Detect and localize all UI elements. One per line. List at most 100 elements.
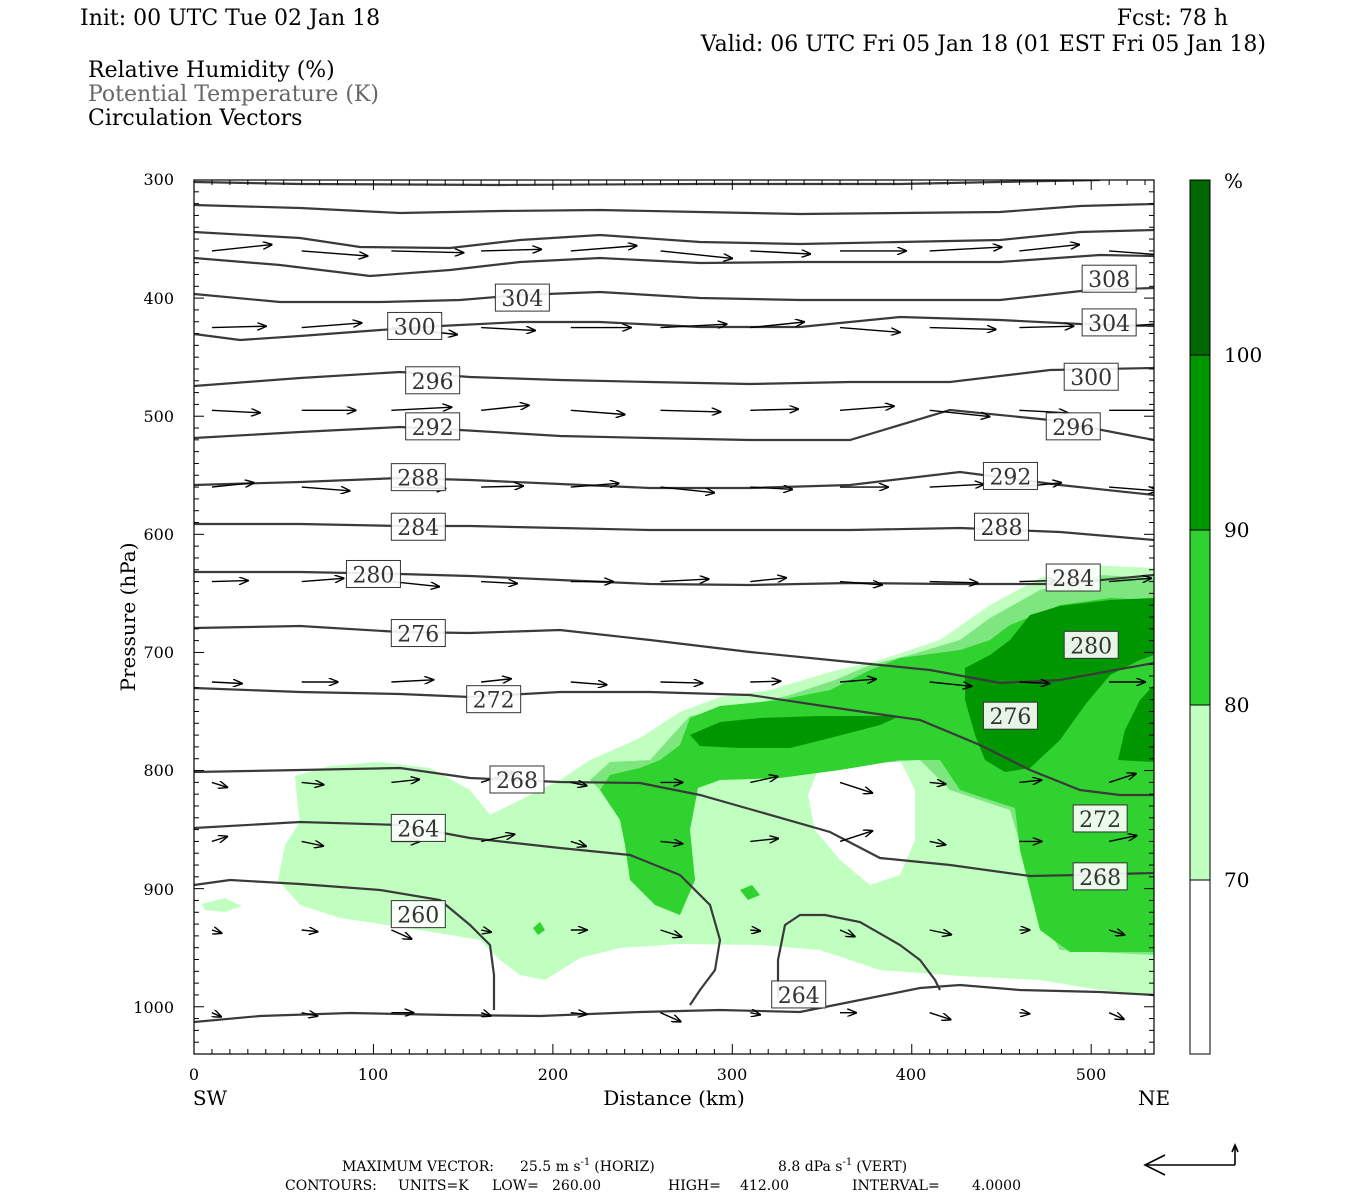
- circulation-vector: [1108, 774, 1136, 784]
- x-tick-label: 200: [538, 1065, 569, 1084]
- theta-contour-labels: 3083043043003002962962922922882882842842…: [345, 264, 1137, 1009]
- rh-shade-100: [690, 598, 1154, 772]
- theta-contour-label: 264: [771, 980, 827, 1009]
- contour-interval: 4.0000: [972, 1178, 1021, 1194]
- colorbar-segment: [1190, 180, 1210, 355]
- circulation-vector: [301, 578, 344, 581]
- init-time: Init: 00 UTC Tue 02 Jan 18: [80, 6, 380, 31]
- circulation-vector: [211, 581, 248, 582]
- circulation-vector: [660, 929, 682, 937]
- circulation-vector: [750, 1013, 760, 1015]
- svg-text:288: 288: [397, 467, 439, 492]
- svg-text:304: 304: [1088, 312, 1130, 337]
- contours-label: CONTOURS:: [285, 1178, 377, 1194]
- circulation-vector: [660, 324, 727, 327]
- y-tick-label: 900: [143, 880, 174, 899]
- x-tick-label: 0: [189, 1065, 199, 1084]
- theta-contour-label: 268: [489, 765, 545, 794]
- circulation-vector: [481, 405, 529, 411]
- circulation-vector: [929, 782, 946, 784]
- circulation-vector: [1108, 930, 1124, 935]
- circulation-vector: [1109, 578, 1151, 581]
- theta-contour-label: 288: [390, 463, 446, 492]
- circulation-vector: [481, 486, 523, 487]
- colorbar-tick-label: 70: [1224, 868, 1249, 892]
- theta-contour: [776, 913, 941, 998]
- circulation-vector: [1019, 682, 1049, 684]
- circulation-vector: [660, 682, 703, 683]
- legend-potential-temperature: Potential Temperature (K): [88, 82, 379, 107]
- circulation-vector: [301, 487, 350, 491]
- theta-contour-label: 300: [1063, 362, 1119, 391]
- svg-text:292: 292: [412, 416, 454, 441]
- svg-text:280: 280: [352, 563, 394, 588]
- circulation-vector: [211, 326, 266, 327]
- y-tick-label: 800: [143, 761, 174, 780]
- circulation-vector: [481, 1013, 491, 1016]
- theta-contour: [194, 286, 1154, 304]
- theta-contour-label: 304: [1081, 308, 1137, 337]
- theta-contour-label: 264: [390, 813, 446, 842]
- colorbar-tick-label: 90: [1224, 518, 1249, 542]
- max-vector-horiz: 25.5 m s-1 (HORIZ): [520, 1157, 655, 1175]
- circulation-vector: [750, 930, 760, 931]
- theta-contour-label: 292: [405, 412, 461, 441]
- svg-text:272: 272: [473, 689, 515, 714]
- circulation-vector: [1108, 836, 1136, 843]
- svg-text:292: 292: [989, 465, 1031, 490]
- circulation-vector: [391, 779, 419, 782]
- contour-high: 412.00: [740, 1178, 789, 1194]
- max-vector-label: MAXIMUM VECTOR:: [342, 1159, 494, 1175]
- theta-contour: [194, 366, 1154, 388]
- theta-contour-label: 280: [1063, 630, 1119, 659]
- circulation-vector: [391, 251, 463, 253]
- circulation-vector: [750, 839, 778, 842]
- circulation-vector: [211, 930, 222, 933]
- circulation-vector: [1019, 326, 1073, 327]
- svg-text:308: 308: [1088, 268, 1130, 293]
- y-tick-label: 400: [143, 289, 174, 308]
- circulation-vector: [839, 930, 855, 937]
- max-vector-vert: 8.8 dPa s-1 (VERT): [778, 1157, 907, 1175]
- circulation-vector: [750, 409, 798, 410]
- circulation-vector: [750, 777, 777, 784]
- theta-contour: [194, 766, 1154, 878]
- circulation-vector: [480, 930, 491, 932]
- forecast-hour: Fcst: 78 h: [1117, 6, 1228, 31]
- colorbar: % 100 90 80 70: [1189, 169, 1262, 1055]
- theta-contour-label: 280: [345, 559, 401, 588]
- theta-contour: [194, 820, 722, 1006]
- circulation-vector: [211, 245, 272, 252]
- circulation-vector: [839, 582, 882, 585]
- svg-text:300: 300: [1070, 366, 1112, 391]
- circulation-vector: [660, 579, 709, 582]
- theta-contour-label: 272: [1072, 804, 1128, 833]
- circulation-vector: [1109, 487, 1154, 491]
- circulation-vector: [570, 1013, 587, 1015]
- y-tick-label: 1000: [133, 998, 174, 1017]
- circulation-vector: [1019, 780, 1041, 782]
- circulation-vector: [929, 1012, 951, 1020]
- y-tick-label: 600: [143, 525, 174, 544]
- circulation-vector: [839, 679, 876, 682]
- svg-text:268: 268: [1079, 866, 1121, 891]
- svg-text:264: 264: [778, 984, 820, 1009]
- circulation-vector: [1108, 1013, 1124, 1020]
- svg-text:272: 272: [1079, 808, 1121, 833]
- theta-contour-label: 304: [494, 283, 550, 312]
- circulation-vector: [481, 249, 541, 251]
- circulation-vector: [480, 834, 514, 843]
- colorbar-tick-label: 100: [1224, 343, 1262, 367]
- theta-contour: [194, 202, 1154, 216]
- svg-text:264: 264: [397, 817, 439, 842]
- circulation-vector: [570, 682, 607, 685]
- y-tick-label: 300: [143, 170, 174, 189]
- contour-low-label: LOW=: [492, 1178, 539, 1194]
- colorbar-segment: [1190, 880, 1210, 1054]
- circulation-vector: [839, 781, 872, 793]
- x-tick-label: 500: [1076, 1065, 1107, 1084]
- circulation-vector: [1109, 250, 1154, 256]
- colorbar-segment: [1190, 530, 1210, 705]
- svg-text:284: 284: [1052, 567, 1094, 592]
- circulation-vector: [839, 406, 894, 411]
